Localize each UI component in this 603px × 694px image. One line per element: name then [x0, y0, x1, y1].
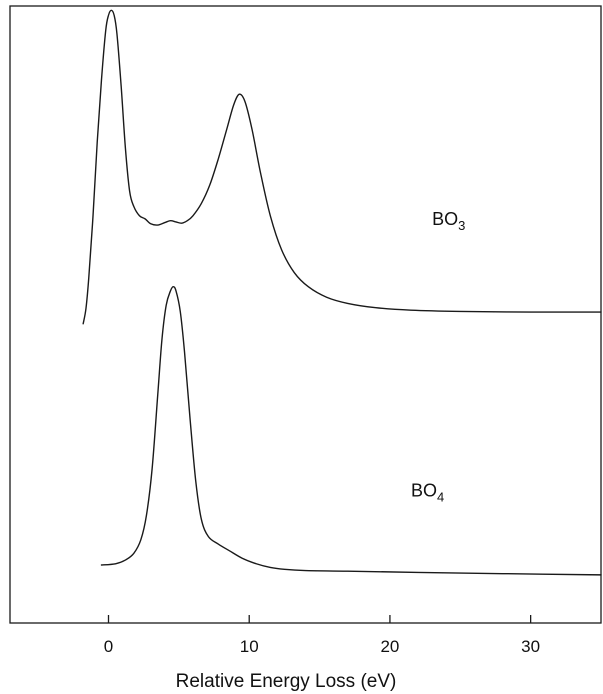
- x-axis-label: Relative Energy Loss (eV): [176, 671, 397, 692]
- series-line-bo3: [82, 9, 602, 325]
- series-line-bo4: [100, 286, 602, 576]
- series-label-main: BO: [411, 481, 437, 501]
- plot-frame: [9, 5, 602, 624]
- series-label-bo4: BO4: [411, 481, 444, 505]
- x-tick-label-0: 0: [104, 637, 113, 656]
- series-label-bo3: BO3: [432, 209, 465, 233]
- x-axis-ticks: [107, 615, 532, 623]
- series-label-main: BO: [432, 209, 458, 229]
- x-tick-label-10: 10: [240, 637, 259, 656]
- series-label-subscript: 4: [437, 490, 444, 505]
- series-curves: [82, 9, 602, 576]
- x-tick-label-30: 30: [521, 637, 540, 656]
- series-label-subscript: 3: [458, 218, 465, 233]
- x-axis-tick-labels: 0 10 20 30: [104, 637, 540, 656]
- x-tick-label-20: 20: [380, 637, 399, 656]
